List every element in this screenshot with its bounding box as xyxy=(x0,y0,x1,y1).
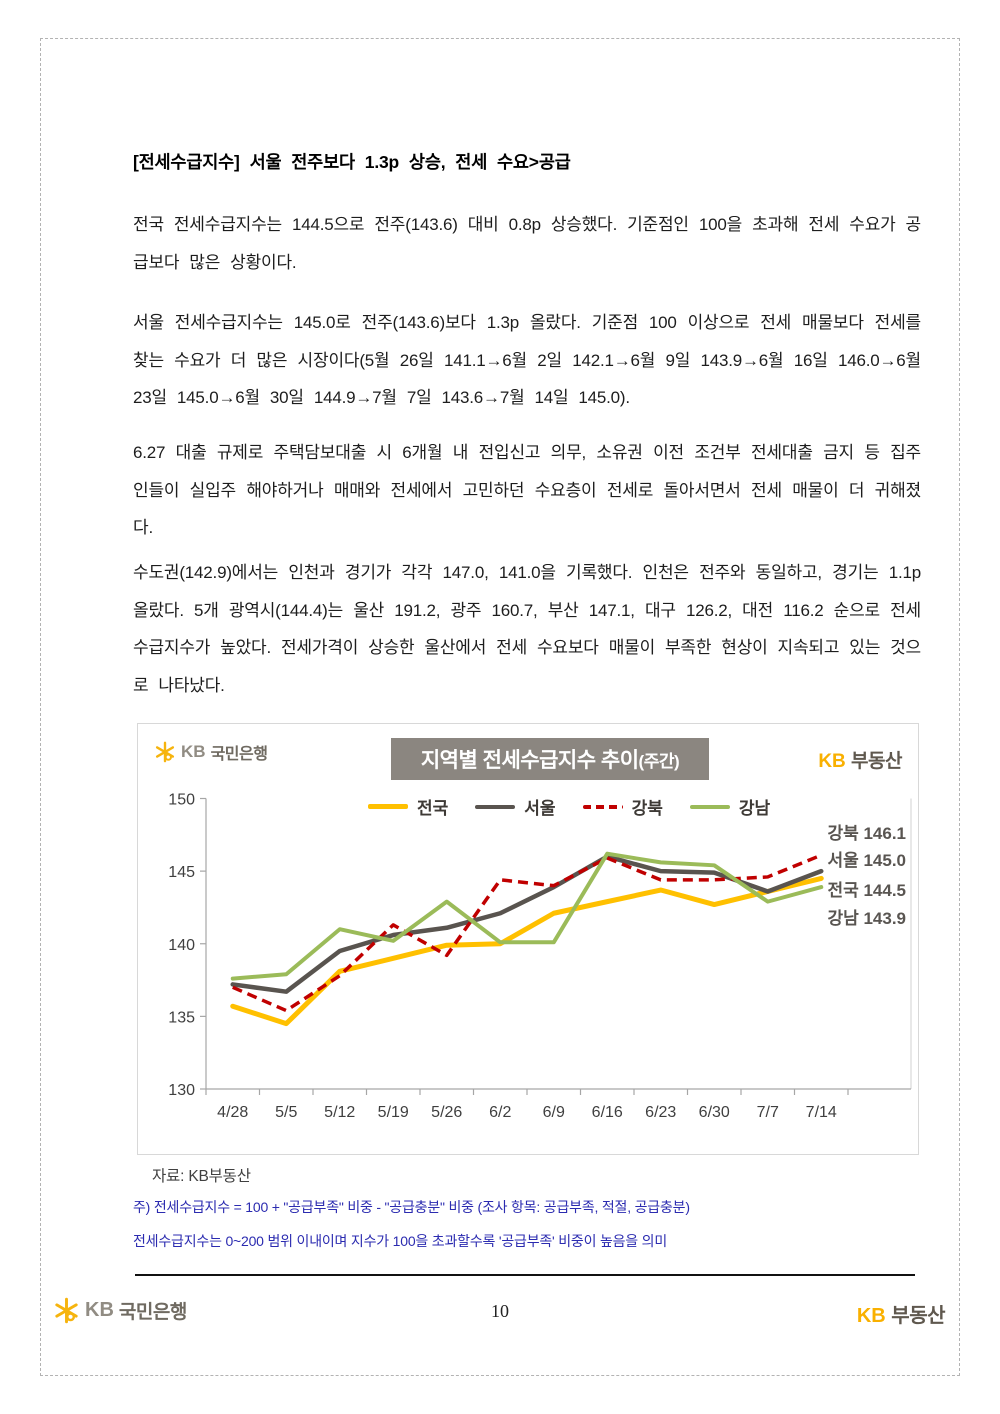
legend-label-서울: 서울 xyxy=(524,799,556,818)
x-axis-label: 7/14 xyxy=(806,1104,837,1121)
chart-title-suffix: (주간) xyxy=(638,751,680,771)
chart-title-text: 지역별 전세수급지수 추이 xyxy=(420,749,639,772)
footer-kb-realty-logo: KB 부동산 xyxy=(856,1299,946,1328)
legend-swatch-강남 xyxy=(689,804,730,809)
y-axis-label: 130 xyxy=(168,1082,195,1099)
y-axis-label: 150 xyxy=(168,792,195,809)
legend-swatch-강북 xyxy=(582,804,623,809)
paragraph-seoul-index: 서울 전세수급지수는 145.0로 전주(143.6)보다 1.3p 올랐다. … xyxy=(133,313,921,407)
x-axis-label: 6/30 xyxy=(699,1104,730,1121)
series-line-강북 xyxy=(232,853,822,1013)
page-number: 10 xyxy=(491,1301,509,1321)
legend-item-강북: 강북 xyxy=(582,794,663,819)
end-label-2: 서울 145.0 xyxy=(827,851,906,870)
footer-bank-logo-name: 국민은행 xyxy=(118,1302,187,1323)
kb-bank-logo-kb: KB xyxy=(181,742,206,761)
x-axis-label: 5/26 xyxy=(431,1104,462,1121)
page-border xyxy=(40,38,960,1376)
kb-star-icon xyxy=(55,1297,78,1324)
y-axis-label: 140 xyxy=(168,937,195,954)
chart-panel: KB 국민은행 지역별 전세수급지수 추이 (주간) KB 부동산 전국 서울 강북… xyxy=(137,723,919,1155)
x-axis-label: 7/7 xyxy=(757,1104,779,1121)
kb-realty-logo-kb: KB xyxy=(818,751,846,772)
legend-swatch-서울 xyxy=(475,804,516,809)
footer-realty-logo-name: 부동산 xyxy=(891,1305,945,1327)
chart-title: 지역별 전세수급지수 추이 (주간) xyxy=(391,738,709,780)
y-axis-label: 145 xyxy=(168,864,195,881)
x-axis-label: 6/16 xyxy=(592,1104,623,1121)
x-axis-label: 5/19 xyxy=(378,1104,409,1121)
legend-label-전국: 전국 xyxy=(417,799,449,818)
kb-kookmin-bank-logo: KB 국민은행 xyxy=(154,740,268,764)
x-axis-label: 4/28 xyxy=(217,1104,248,1121)
paragraph-metro-regions: 수도권(142.9)에서는 인천과 경기가 각각 147.0, 141.0을 기… xyxy=(133,563,921,695)
legend-label-강남: 강남 xyxy=(738,799,771,818)
legend-swatch-전국 xyxy=(368,804,408,809)
chart-legend: 전국 서울 강북 강남 xyxy=(368,794,770,819)
footer-kb-bank-logo: KB 국민은행 xyxy=(53,1297,187,1324)
kb-realty-logo: KB 부동산 xyxy=(818,746,902,773)
x-axis-label: 6/2 xyxy=(489,1104,511,1121)
series-line-서울 xyxy=(230,854,824,994)
legend-item-서울: 서울 xyxy=(475,794,556,819)
paragraph-loan-regulation: 6.27 대출 규제로 주택담보대출 시 6개월 내 전입신고 의무, 소유권 … xyxy=(133,443,921,537)
x-axis-label: 6/9 xyxy=(543,1104,565,1121)
legend-label-강북: 강북 xyxy=(631,799,663,818)
footer-divider xyxy=(135,1274,915,1276)
x-axis-label: 6/23 xyxy=(645,1104,676,1121)
footnote-formula: 주) 전세수급지수 = 100 + "공급부족" 비중 - "공급충분" 비중 … xyxy=(133,1199,690,1215)
end-label-1: 강북 146.1 xyxy=(827,824,906,843)
footnote-range: 전세수급지수는 0~200 범위 이내이며 지수가 100을 초과할수록 '공급… xyxy=(133,1233,668,1249)
legend-item-전국: 전국 xyxy=(368,794,448,819)
section-title: [전세수급지수] 서울 전주보다 1.3p 상승, 전세 수요>공급 xyxy=(133,152,571,172)
series-line-강남 xyxy=(230,851,824,981)
end-label-3: 전국 144.5 xyxy=(827,881,906,900)
y-axis-label: 135 xyxy=(168,1009,195,1026)
footer-bank-logo-kb: KB xyxy=(85,1299,114,1321)
legend-item-강남: 강남 xyxy=(689,794,771,819)
footer-realty-logo-kb: KB xyxy=(856,1305,886,1327)
chart-source: 자료: KB부동산 xyxy=(152,1168,251,1185)
paragraph-national-index: 전국 전세수급지수는 144.5으로 전주(143.6) 대비 0.8p 상승했… xyxy=(133,215,921,272)
kb-bank-logo-name: 국민은행 xyxy=(210,746,268,763)
end-label-4: 강남 143.9 xyxy=(827,909,906,928)
x-axis-label: 5/12 xyxy=(324,1104,355,1121)
kb-realty-logo-name: 부동산 xyxy=(851,751,902,772)
x-axis-label: 5/5 xyxy=(275,1104,297,1121)
kb-star-icon xyxy=(155,741,175,763)
line-chart: 130 135 140 145 150 4/28 5/5 5/12 5/19 5/26 6/2 6/9… xyxy=(168,792,912,1121)
